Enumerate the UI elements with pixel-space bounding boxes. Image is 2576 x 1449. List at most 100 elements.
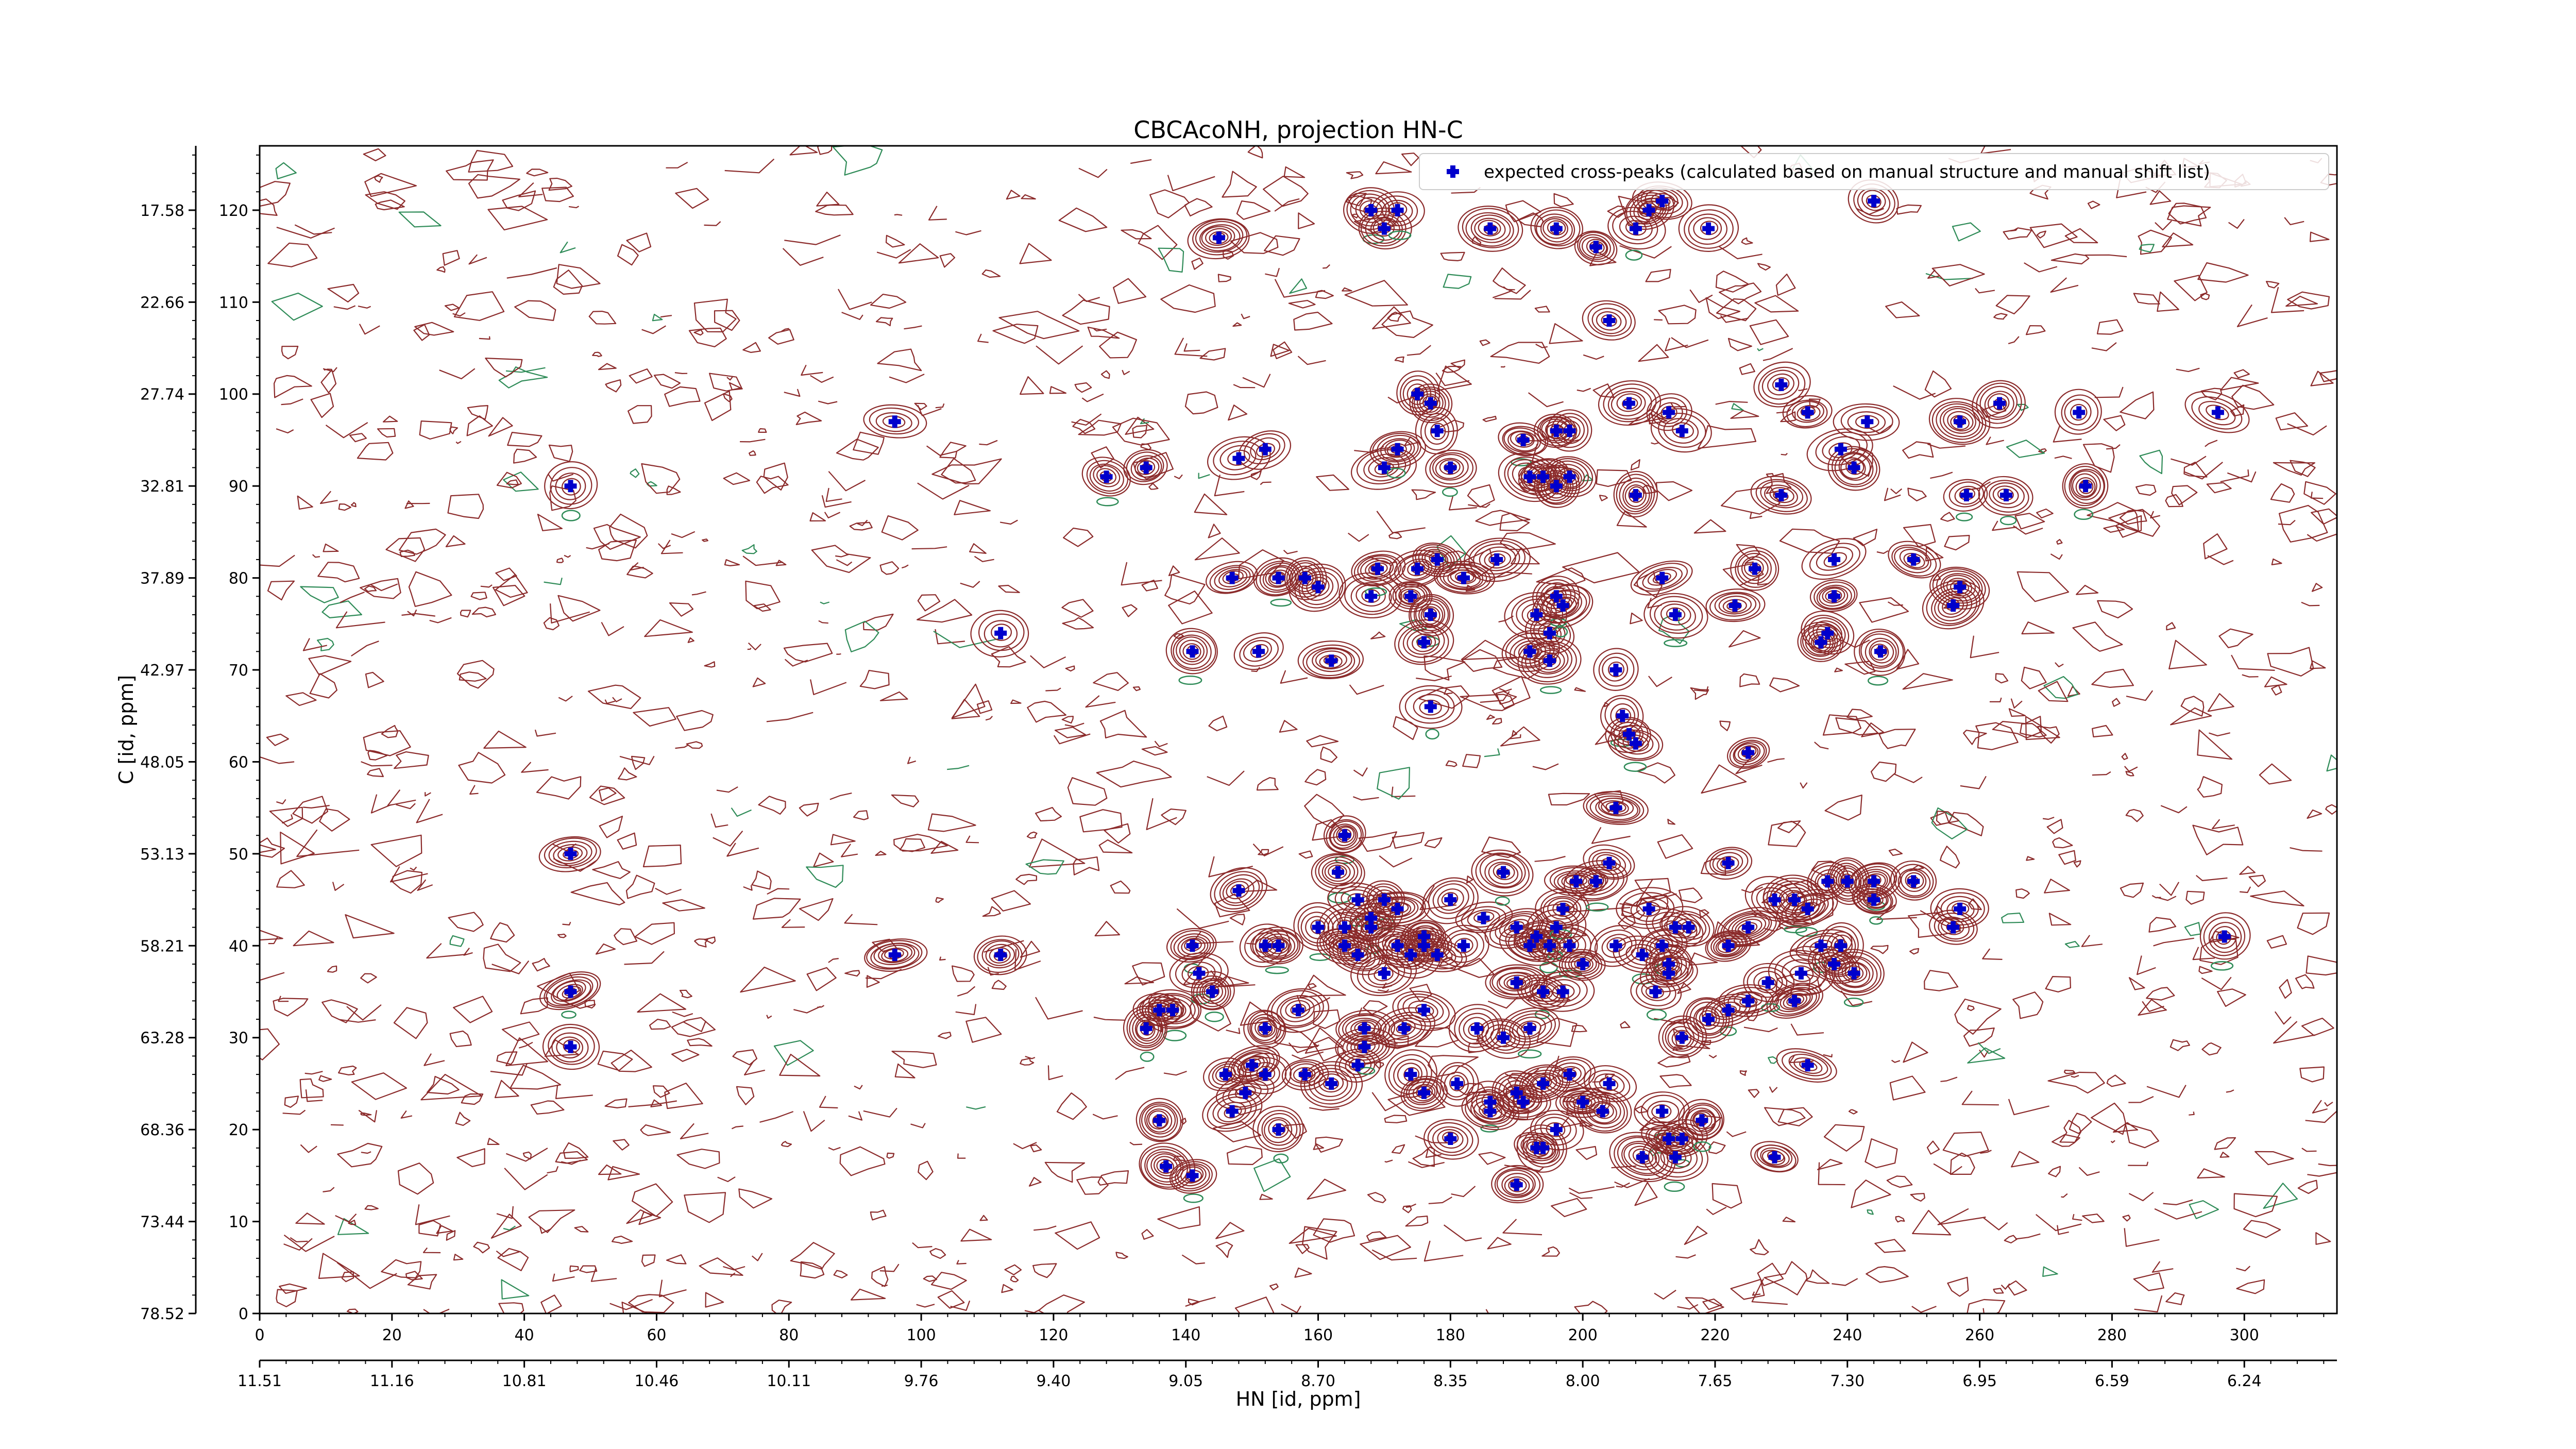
contour-ring <box>1086 460 1128 494</box>
cross-peak-marker <box>1365 204 1378 216</box>
contour-ring <box>1589 1101 1617 1124</box>
contour-ring <box>1934 591 1973 621</box>
contour-ring <box>2075 477 2096 497</box>
noise-contour <box>1030 655 1066 668</box>
noise-contour <box>2267 647 2314 677</box>
contour-ring <box>1894 864 1934 898</box>
noise-contour <box>555 1151 588 1164</box>
noise-contour <box>2001 912 2025 923</box>
contour-ring <box>553 844 588 864</box>
noise-contour <box>2119 509 2147 525</box>
contour-ring <box>1403 1078 1445 1109</box>
contour-ring <box>1402 626 1445 658</box>
noise-contour <box>393 1007 428 1039</box>
noise-contour <box>363 730 411 756</box>
x-index-tick-label: 140 <box>1171 1326 1200 1344</box>
noise-contour <box>2096 319 2124 335</box>
noise-contour <box>1620 1021 1631 1029</box>
contour-ring <box>1179 639 1205 663</box>
noise-contour <box>1832 1278 1858 1286</box>
contour-ring <box>1169 1159 1217 1194</box>
noise-contour <box>1909 948 1920 955</box>
y-ppm-tick-label: 17.58 <box>140 202 184 220</box>
noise-contour <box>267 242 318 267</box>
noise-contour <box>1418 685 1470 709</box>
x-ppm-tick-label: 9.40 <box>1036 1372 1071 1390</box>
contour-ring <box>1432 883 1469 914</box>
noise-contour <box>1654 319 1663 321</box>
contour-ring <box>1201 226 1235 249</box>
cross-peak-marker <box>1431 425 1444 437</box>
contour-ring <box>1175 1163 1210 1189</box>
noise-contour <box>423 1308 450 1313</box>
noise-contour <box>549 485 577 511</box>
noise-contour <box>1214 893 1250 918</box>
contour-ring <box>1684 209 1734 249</box>
noise-contour <box>407 1274 437 1290</box>
cross-peak-marker <box>1682 921 1695 934</box>
contour-ring <box>1374 1007 1435 1048</box>
contour-ring <box>1623 1142 1660 1171</box>
noise-contour <box>2084 254 2127 258</box>
noise-contour <box>260 972 285 981</box>
noise-contour <box>490 1214 522 1239</box>
cross-peak-marker <box>1537 1077 1550 1090</box>
cross-peak-marker <box>1722 939 1735 952</box>
noise-contour <box>399 549 416 558</box>
noise-contour <box>2110 1140 2115 1143</box>
noise-contour <box>1487 996 1519 1009</box>
noise-contour <box>1992 520 2017 531</box>
noise-contour <box>562 921 571 926</box>
contour-ring <box>1758 366 1806 405</box>
contour-ring <box>1852 883 1897 915</box>
contour-ring <box>973 935 1027 975</box>
noise-contour <box>671 1017 716 1037</box>
noise-contour <box>628 1100 677 1107</box>
cross-peak-marker <box>1219 1068 1232 1081</box>
noise-contour <box>2265 281 2280 289</box>
contour-ring <box>1705 930 1752 962</box>
noise-contour <box>2133 1272 2164 1291</box>
peak-contour-group <box>1705 847 1753 880</box>
cross-peak-marker <box>1193 967 1206 980</box>
noise-contour <box>2069 1113 2092 1134</box>
contour-ring <box>1815 431 1868 466</box>
cross-peak-marker <box>1100 470 1113 483</box>
noise-contour <box>1076 1176 1109 1195</box>
cross-peak-marker <box>1186 645 1199 658</box>
contour-ring <box>1582 300 1636 341</box>
noise-contour <box>1375 161 1412 175</box>
noise-contour <box>483 730 527 749</box>
peak-contour-group <box>1495 1085 1551 1121</box>
noise-contour <box>820 601 830 604</box>
noise-contour <box>2139 449 2163 475</box>
cross-peak-marker <box>1444 461 1457 474</box>
noise-contour <box>1129 1141 1143 1145</box>
peak-contour-group <box>1289 563 1346 612</box>
noise-contour <box>442 250 460 266</box>
noise-contour <box>485 357 523 378</box>
noise-contour <box>320 369 337 394</box>
noise-contour <box>2120 882 2144 898</box>
noise-contour <box>1884 487 1901 501</box>
noise-contour <box>2138 229 2172 255</box>
noise-contour <box>327 283 360 303</box>
contour-ring <box>1589 795 1640 822</box>
noise-contour <box>2214 1137 2236 1150</box>
contour-ring <box>1498 422 1549 457</box>
contour-ring <box>1809 579 1858 612</box>
noise-contour <box>759 1111 794 1123</box>
cross-peak-marker <box>1232 452 1245 465</box>
noise-contour <box>365 191 405 210</box>
noise-contour <box>1280 670 1308 684</box>
contour-ring <box>1682 1103 1723 1140</box>
cross-peak-marker <box>1629 489 1642 501</box>
cross-peak-marker <box>1358 1022 1371 1035</box>
noise-contour <box>2198 966 2213 974</box>
noise-contour <box>1596 469 1632 487</box>
peak-contour-group <box>1743 963 1795 1012</box>
noise-contour <box>2036 508 2054 519</box>
contour-ring <box>1372 219 1395 237</box>
noise-contour <box>1948 812 1984 836</box>
noise-contour <box>2128 977 2145 990</box>
